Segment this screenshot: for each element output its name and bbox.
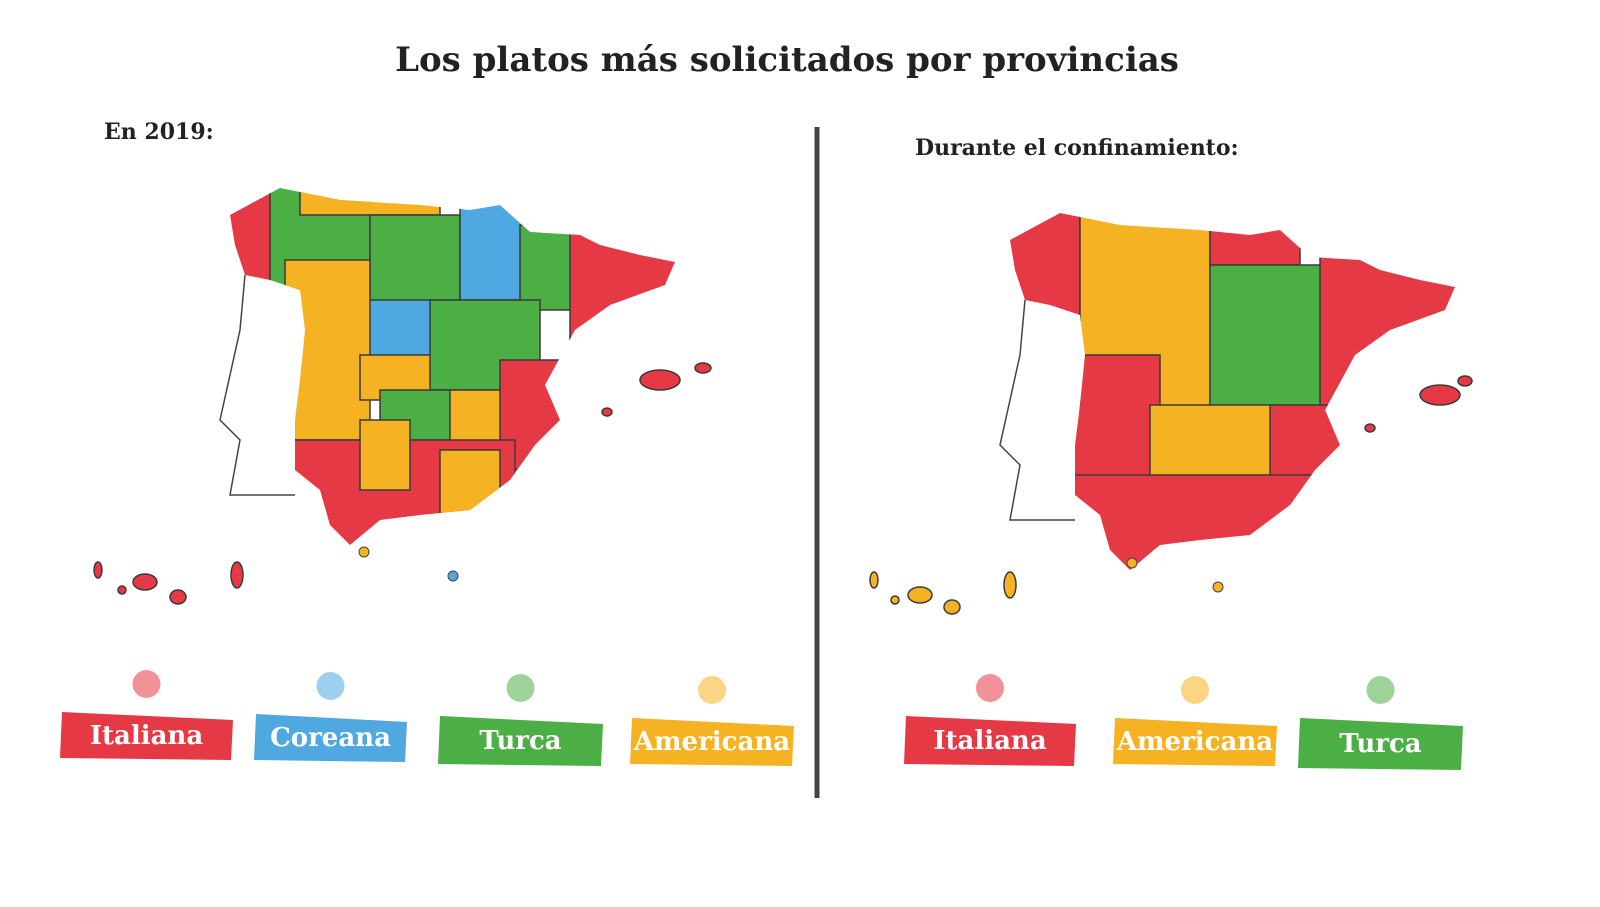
food-icon: [132, 670, 161, 698]
legend-label: Turca: [479, 726, 561, 756]
food-icon: [506, 674, 535, 702]
legend-swatch: [438, 716, 603, 766]
legend-label: Italiana: [933, 726, 1047, 756]
legend-label: Americana: [633, 727, 790, 757]
portugal-outline: [999, 299, 1075, 521]
portugal-outline: [219, 274, 295, 496]
legend-label: Italiana: [90, 721, 204, 751]
legend-label: Turca: [1339, 729, 1421, 759]
panel-subtitle: En 2019:: [104, 119, 214, 145]
food-icon: [1366, 676, 1395, 704]
title: Los platos más solicitados por provincia…: [395, 40, 1179, 80]
food-icon: [698, 676, 726, 704]
panel-subtitle: Durante el confinamiento:: [915, 135, 1239, 161]
food-icon: [1181, 676, 1209, 704]
food-icon: [316, 672, 345, 700]
map-confinamiento: [869, 213, 1473, 615]
food-icon: [976, 674, 1004, 702]
legend-label: Coreana: [270, 723, 391, 753]
legend-swatch: [630, 718, 794, 766]
legend-swatch: [1298, 718, 1463, 770]
legend-swatch: [1113, 718, 1277, 766]
legend-swatch: [254, 714, 407, 762]
legend-swatch: [60, 712, 233, 760]
map-2019: [93, 188, 712, 605]
legend-label: Americana: [1116, 727, 1273, 757]
legend-swatch: [904, 716, 1076, 766]
